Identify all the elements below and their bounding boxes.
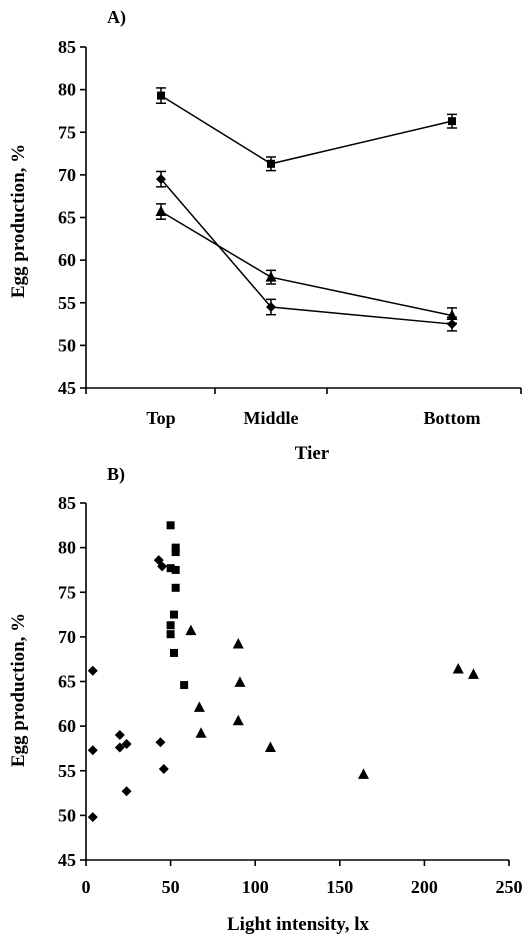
- panel-b-title: B): [107, 464, 125, 485]
- panel-b-x-tick-label: 50: [162, 877, 180, 897]
- panel-b-point: [121, 738, 132, 749]
- panel-b-point: [452, 663, 464, 674]
- panel-a-point: [265, 271, 277, 282]
- panel-b-point: [114, 730, 125, 741]
- panel-a-point: [448, 117, 456, 126]
- panel-a-point: [266, 302, 276, 313]
- panel-b-x-tick-label: 100: [242, 877, 269, 897]
- panel-b-point: [195, 727, 207, 738]
- panel-a-point: [155, 205, 167, 217]
- panel-b-point: [166, 521, 175, 530]
- panel-a-x-tick-label: Top: [146, 408, 175, 428]
- panel-b-point: [166, 630, 175, 639]
- panel-b-point: [171, 548, 180, 557]
- panel-b-point: [155, 737, 166, 748]
- panel-b-y-tick-label: 60: [58, 716, 76, 736]
- panel-b-y-tick-label: 50: [58, 805, 76, 825]
- panel-b-y-axis-label: Egg production, %: [8, 613, 29, 767]
- panel-b-point: [171, 565, 180, 574]
- panel-b-point: [87, 745, 98, 756]
- panel-a-x-axis-label: Tier: [295, 443, 330, 464]
- panel-a-point: [267, 159, 275, 168]
- panel-b-point: [234, 676, 246, 687]
- panel-b-point: [169, 648, 178, 657]
- panel-b-series-diamond: [87, 555, 169, 823]
- panel-a-series-square: [156, 87, 457, 172]
- panel-b-x-tick-label: 250: [496, 877, 523, 897]
- panel-b-point: [171, 543, 180, 552]
- panel-b-point: [121, 786, 132, 797]
- panel-a-y-tick-label: 70: [58, 165, 76, 185]
- panel-a-point: [157, 91, 165, 100]
- panel-b-point: [87, 812, 98, 823]
- panel-a-chart: A) Egg production, % Tier 45 50 55 60 65 70 75…: [8, 7, 522, 464]
- panel-a-series-line: [160, 210, 453, 317]
- panel-b-y-tick-label: 75: [58, 582, 76, 602]
- panel-b-point: [357, 768, 369, 779]
- panel-b-y-tick-label: 80: [58, 538, 76, 558]
- panel-a-y-tick-label: 85: [58, 37, 76, 57]
- panel-a-point: [156, 174, 166, 185]
- panel-b-point: [87, 665, 98, 676]
- panel-b-x-tick-label: 200: [411, 877, 438, 897]
- panel-b-x-axis-label: Light intensity, lx: [227, 914, 369, 935]
- panel-b-x-tick-label: 0: [82, 877, 91, 897]
- panel-b-x-tick-label: 150: [326, 877, 353, 897]
- panel-a-y-tick-label: 80: [58, 80, 76, 100]
- panel-a-y-tick-label: 60: [58, 250, 76, 270]
- panel-b-point: [166, 564, 175, 573]
- panel-b-point: [169, 610, 178, 619]
- panel-b-point: [114, 742, 125, 753]
- panel-b-point: [232, 714, 244, 726]
- panel-a-y-tick-label: 45: [58, 378, 76, 398]
- panel-a-series-triangle: [155, 203, 458, 324]
- panel-a-y-tick-label: 65: [58, 208, 76, 228]
- panel-b-y-tick-label: 70: [58, 627, 76, 647]
- panel-a-title: A): [107, 7, 126, 28]
- panel-b-point: [232, 638, 244, 649]
- panel-b-chart: B) Egg production, % Light intensity, lx…: [8, 464, 523, 935]
- panel-a-x-tick-label: Bottom: [424, 408, 481, 428]
- panel-b-point: [166, 621, 175, 630]
- panel-a-x-tick-label: Middle: [243, 408, 298, 428]
- panel-a-point: [446, 309, 458, 321]
- panel-a-y-tick-label: 50: [58, 335, 76, 355]
- panel-b-y-tick-label: 85: [58, 493, 76, 513]
- panel-b-point: [264, 741, 276, 753]
- panel-a-series-diamond: [156, 170, 457, 332]
- panel-b-y-tick-label: 65: [58, 672, 76, 692]
- panel-b-point: [193, 701, 205, 712]
- panel-b-y-tick-label: 55: [58, 761, 76, 781]
- panel-b-point: [180, 681, 189, 690]
- panel-a-y-tick-label: 75: [58, 122, 76, 142]
- panel-b-point: [157, 561, 168, 572]
- panel-b-series-triangle: [185, 624, 479, 779]
- panel-b-series-square: [166, 521, 189, 690]
- panel-a-series-line: [160, 94, 453, 165]
- panel-b-point: [185, 624, 197, 636]
- panel-b-point: [467, 668, 479, 679]
- panel-b-point: [158, 763, 169, 774]
- panel-a-point: [447, 319, 457, 330]
- panel-b-point: [171, 583, 180, 592]
- panel-a-series-line: [160, 178, 453, 325]
- panel-a-y-tick-label: 55: [58, 293, 76, 313]
- panel-b-y-tick-label: 45: [58, 850, 76, 870]
- panel-a-y-axis-label: Egg production, %: [8, 144, 29, 298]
